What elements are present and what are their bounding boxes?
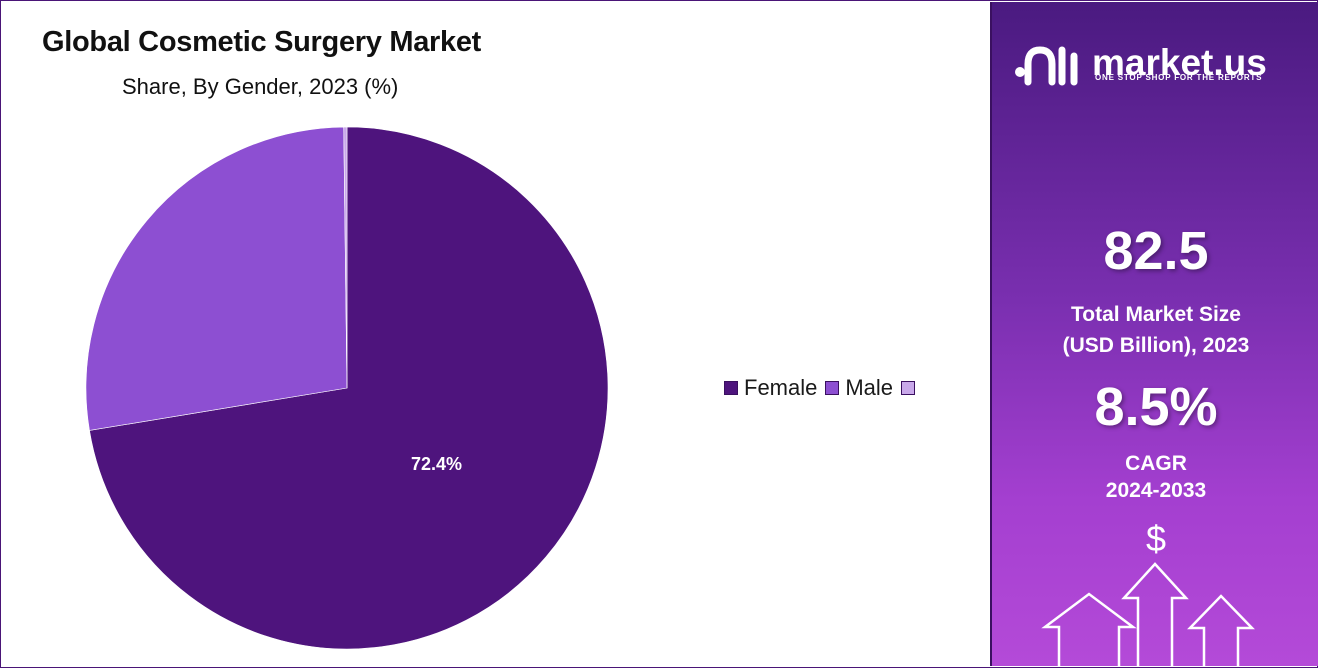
pie-slice-female [89,126,609,650]
legend-swatch-male [825,381,840,395]
legend-label-male: Male [845,375,894,400]
brand-name: market.us [1092,42,1267,83]
market-size-label-line1: Total Market Size [1071,303,1241,326]
cagr-label-line2: 2024-2033 [1105,479,1207,502]
legend-swatch-female [724,381,738,395]
stats-panel: market.us ONE STOP SHOP FOR THE REPORTS … [990,2,1318,666]
brand-tagline: ONE STOP SHOP FOR THE REPORTS [1095,73,1263,82]
legend-swatch-other [901,381,916,395]
chart-title: Global Cosmetic Surgery Market [42,26,482,58]
chart-panel: Global Cosmetic Surgery Market Share, By… [2,2,988,666]
up-arrows-icon [1041,562,1255,666]
pie-slice-other [343,126,348,389]
legend-item-female: Female [724,375,817,401]
market-size-label-line2: (USD Billion), 2023 [1062,334,1250,357]
cagr-label-line1: CAGR [1125,452,1187,475]
chart-subtitle: Share, By Gender, 2023 (%) [122,74,399,99]
market-us-logo-icon [1015,46,1078,86]
pie-data-label: 72.4% [411,454,462,474]
legend-item-other [901,381,921,395]
dollar-icon: $ [1145,518,1167,559]
legend-label-female: Female [744,375,818,400]
brand-logo: market.us ONE STOP SHOP FOR THE REPORTS [1012,42,1302,92]
legend-item-male: Male [825,375,893,401]
pie-slice-male [85,126,348,431]
cagr-value: 8.5% [1094,377,1218,437]
market-size-value: 82.5 [1103,221,1209,281]
pie-chart: 72.4% [85,126,609,650]
chart-legend: Female Male [724,375,929,401]
